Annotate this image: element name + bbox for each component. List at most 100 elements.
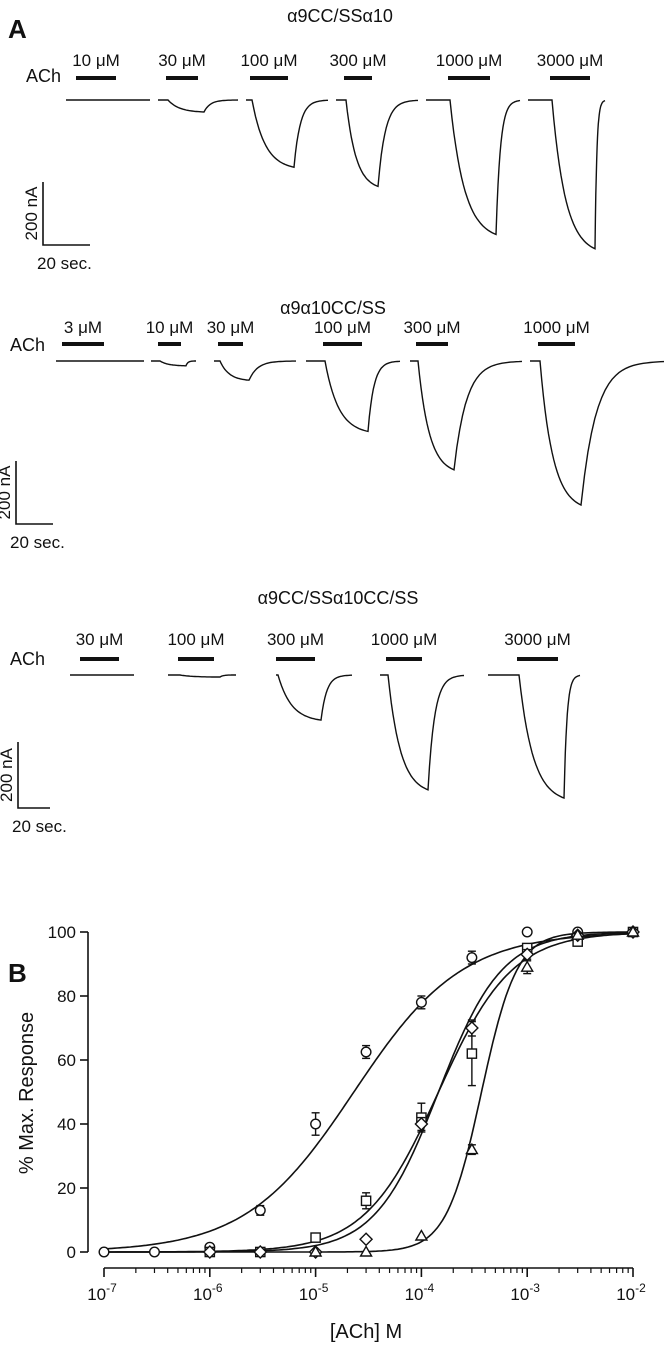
scale-current-label: 200 nA xyxy=(22,186,41,241)
trace-recording: 10 μM xyxy=(66,51,150,101)
current-trace xyxy=(276,674,352,721)
trace-recording: 300 μM xyxy=(329,51,418,188)
concentration-label: 10 μM xyxy=(72,51,120,70)
trace-panel-1: α9CC/SSα10 ACh 200 nA 20 sec. 10 μM 30 μM 100 … xyxy=(22,6,606,273)
y-tick-label: 20 xyxy=(57,1179,76,1198)
x-tick-label: 10-7 xyxy=(87,1281,117,1304)
circle-marker xyxy=(98,1246,110,1258)
circle-marker xyxy=(148,1246,160,1258)
square-marker xyxy=(466,1048,478,1059)
concentration-label: 1000 μM xyxy=(436,51,503,70)
current-traces: α9CC/SSα10 ACh 200 nA 20 sec. 10 μM 30 μM 100 … xyxy=(0,6,665,836)
data-point-triangle xyxy=(359,1245,373,1257)
agonist-label: ACh xyxy=(10,335,45,355)
y-tick-label: 40 xyxy=(57,1115,76,1134)
current-trace xyxy=(426,99,521,236)
concentration-label: 30 μM xyxy=(76,630,124,649)
current-trace xyxy=(158,99,239,113)
diamond-marker xyxy=(414,1117,429,1131)
trace-panel-2: α9α10CC/SS ACh 200 nA 20 sec. 3 μM 10 μM 30 μM… xyxy=(0,298,665,552)
concentration-label: 3000 μM xyxy=(504,630,571,649)
trace-recording: 300 μM xyxy=(267,630,352,721)
circle-marker xyxy=(254,1204,266,1216)
x-tick-exponent: -4 xyxy=(424,1281,435,1295)
concentration-label: 3000 μM xyxy=(537,51,604,70)
triangle-marker xyxy=(414,1229,429,1241)
scale-current-label: 200 nA xyxy=(0,747,16,802)
current-trace xyxy=(488,674,581,799)
concentration-label: 300 μM xyxy=(267,630,324,649)
y-tick-label: 0 xyxy=(67,1243,76,1262)
current-trace xyxy=(336,99,418,188)
concentration-label: 100 μM xyxy=(314,318,371,337)
current-trace xyxy=(380,674,465,791)
data-point-triangle xyxy=(308,1245,323,1257)
current-trace xyxy=(528,99,606,250)
x-axis: 10-7 10-6 10-5 10-4 10-3 10-2 xyxy=(87,1267,646,1304)
trace-panel-title: α9CC/SSα10CC/SS xyxy=(258,588,419,608)
trace-recording: 30 μM xyxy=(158,51,239,113)
concentration-label: 300 μM xyxy=(403,318,460,337)
data-point-diamond xyxy=(253,1245,268,1259)
data-point-triangle xyxy=(570,928,585,940)
y-axis: 0 20 40 60 80 100 xyxy=(48,923,89,1262)
circle-marker xyxy=(310,1118,322,1130)
data-point-circle xyxy=(415,995,427,1010)
y-tick-label: 100 xyxy=(48,923,76,942)
square-marker xyxy=(310,1232,321,1243)
circle-marker xyxy=(415,996,427,1008)
current-trace xyxy=(168,674,236,678)
concentration-label: 30 μM xyxy=(158,51,206,70)
x-tick-base: 10 xyxy=(193,1285,212,1304)
data-point-diamond xyxy=(202,1245,217,1259)
circle-marker xyxy=(466,952,478,964)
trace-recording: 1000 μM xyxy=(371,630,465,791)
trace-recording: 100 μM xyxy=(240,51,328,169)
x-tick-label: 10-2 xyxy=(616,1281,646,1304)
trace-recording: 10 μM xyxy=(146,318,196,367)
x-tick-exponent: -3 xyxy=(529,1281,540,1295)
y-tick-label: 80 xyxy=(57,987,76,1006)
diamond-marker xyxy=(359,1232,374,1247)
x-tick-base: 10 xyxy=(405,1285,424,1304)
x-tick-exponent: -6 xyxy=(212,1281,223,1295)
concentration-label: 30 μM xyxy=(207,318,255,337)
scale-bar xyxy=(17,742,50,809)
concentration-label: 100 μM xyxy=(240,51,297,70)
scale-time-label: 20 sec. xyxy=(37,254,92,273)
current-trace xyxy=(246,99,328,169)
x-tick-label: 10-6 xyxy=(193,1281,223,1304)
data-point-circle xyxy=(98,1246,110,1258)
trace-recording: 100 μM xyxy=(167,630,236,678)
trace-recording: 3 μM xyxy=(56,318,144,362)
concentration-label: 1000 μM xyxy=(523,318,590,337)
triangle-marker xyxy=(520,960,534,972)
fit-curves xyxy=(103,931,634,1253)
x-tick-label: 10-5 xyxy=(299,1281,329,1304)
trace-recording: 1000 μM xyxy=(426,51,521,236)
triangle-marker xyxy=(626,925,640,937)
x-tick-base: 10 xyxy=(616,1285,635,1304)
data-point-triangle xyxy=(520,960,534,975)
circle-marker xyxy=(360,1046,372,1058)
x-tick-base: 10 xyxy=(87,1285,106,1304)
x-tick-exponent: -2 xyxy=(635,1281,646,1295)
triangle-marker xyxy=(570,928,585,940)
triangle-marker xyxy=(359,1245,373,1257)
y-tick-label: 60 xyxy=(57,1051,76,1070)
trace-recording: 1000 μM xyxy=(523,318,665,507)
data-point-square xyxy=(360,1192,372,1210)
scale-bar xyxy=(42,182,90,246)
scale-current-label: 200 nA xyxy=(0,465,14,520)
data-point-circle xyxy=(360,1044,372,1060)
trace-recording: 3000 μM xyxy=(488,630,581,799)
triangle-marker xyxy=(308,1245,323,1257)
x-tick-exponent: -5 xyxy=(318,1281,329,1295)
trace-recording: 100 μM xyxy=(306,318,401,433)
data-point-circle xyxy=(254,1204,266,1216)
trace-recording: 300 μM xyxy=(403,318,523,471)
data-point-square xyxy=(310,1232,321,1243)
trace-recording: 30 μM xyxy=(70,630,134,676)
square-marker xyxy=(360,1195,372,1207)
